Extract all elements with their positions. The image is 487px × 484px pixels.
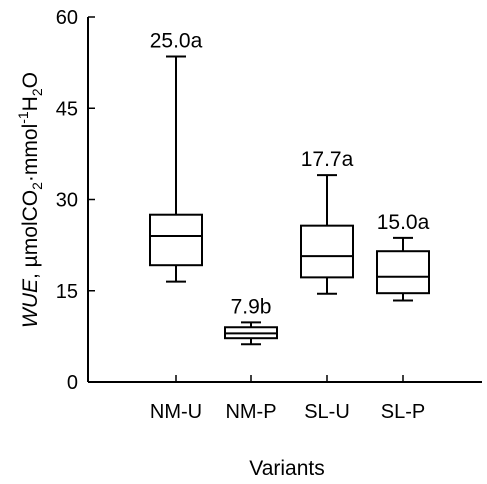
y-axis-title: WUE, µmolCO2·mmol-1H2O xyxy=(15,72,45,328)
iqr-box xyxy=(300,224,354,279)
y-tick-label-30: 30 xyxy=(56,190,78,212)
y-axis-title-mid: ·mmol xyxy=(19,124,42,182)
x-axis-title: Variants xyxy=(249,457,324,480)
y-tick-label-15: 15 xyxy=(56,281,78,303)
y-axis-title-italic: WUE xyxy=(19,278,42,328)
y-axis-title-h: H xyxy=(19,96,42,111)
x-tick-label-NM-U: NM-U xyxy=(150,401,202,423)
data-label-SL-U: 17.7a xyxy=(301,148,354,171)
y-axis-title-sub1: 2 xyxy=(29,182,45,190)
data-label-NM-P: 7.9b xyxy=(231,295,272,318)
box-NM-P: 7.9b xyxy=(224,295,278,346)
box-SL-U: 17.7a xyxy=(300,148,354,295)
data-label-NM-U: 25.0a xyxy=(150,30,203,53)
y-axis-title-o: O xyxy=(19,72,42,88)
y-axis-title-unit: , µmolCO xyxy=(19,190,42,279)
box-SL-P: 15.0a xyxy=(376,211,430,302)
y-tick-label-60: 60 xyxy=(56,7,78,29)
y-axis-title-sub2: 2 xyxy=(29,88,45,96)
iqr-box xyxy=(376,250,430,295)
data-label-SL-P: 15.0a xyxy=(377,211,430,234)
plot-area: 25.0a 7.9b 17.7a 15.0a xyxy=(149,30,430,346)
x-tick-label-SL-P: SL-P xyxy=(381,401,425,423)
x-tick-label-SL-U: SL-U xyxy=(304,401,350,423)
box-NM-U: 25.0a xyxy=(149,30,203,283)
x-tick-label-NM-P: NM-P xyxy=(225,401,276,423)
axes: 0 15 30 45 60 NM-U NM-P SL-U SL-P xyxy=(56,7,482,423)
y-tick-label-45: 45 xyxy=(56,98,78,120)
y-axis-title-sup: -1 xyxy=(15,111,31,124)
iqr-box xyxy=(149,213,203,267)
y-tick-label-0: 0 xyxy=(67,372,78,394)
